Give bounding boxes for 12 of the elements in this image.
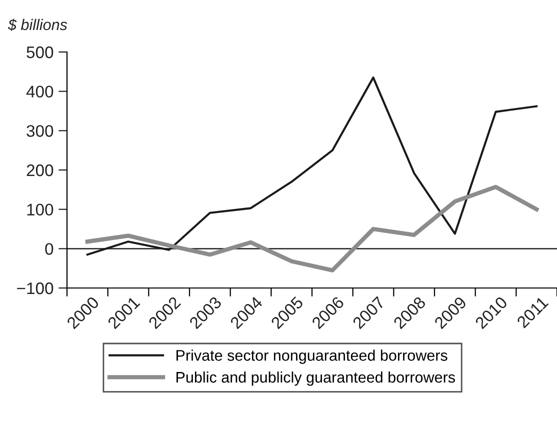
y-tick-label: 100 xyxy=(27,204,54,216)
y-tick-label: −100 xyxy=(17,282,54,294)
y-tick-label: 300 xyxy=(26,125,54,137)
line-series xyxy=(86,76,538,256)
y-tick-label: 200 xyxy=(26,164,54,176)
legend-label: Private sector nonguaranteed borrowers xyxy=(176,350,448,364)
y-tick-label: 0 xyxy=(45,243,54,255)
legend-label: Public and publicly guaranteed borrowers xyxy=(176,371,455,386)
y-axis-title: $ billions xyxy=(8,18,68,32)
y-tick-label: 500 xyxy=(26,46,54,58)
y-tick-label: 400 xyxy=(26,86,54,98)
line-series xyxy=(85,184,539,272)
